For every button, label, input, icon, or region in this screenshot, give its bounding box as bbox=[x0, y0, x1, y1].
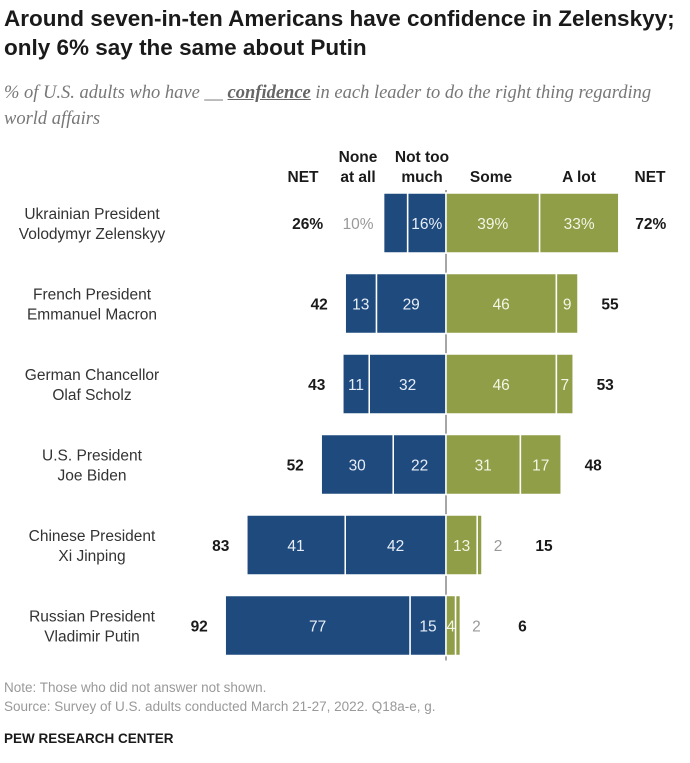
bar-none-at-all bbox=[224, 594, 411, 657]
bar-not-too-much bbox=[392, 433, 447, 496]
net-negative-label: 92 bbox=[191, 619, 208, 636]
bar-label-not-too-much: 29 bbox=[403, 297, 420, 314]
bar-not-too-much bbox=[409, 594, 447, 657]
bar-label-a-lot: 2 bbox=[494, 538, 503, 555]
subtitle-emphasis: confidence bbox=[227, 83, 311, 103]
category-label: Ukrainian President Volodymyr Zelenskyy bbox=[19, 206, 166, 243]
bar-none-at-all bbox=[344, 272, 378, 335]
column-header-5: NET bbox=[635, 169, 667, 186]
net-negative-label: 42 bbox=[311, 297, 328, 314]
bar-label-some: 13 bbox=[453, 538, 470, 555]
category-label: U.S. President Joe Biden bbox=[42, 448, 143, 485]
bar-a-lot bbox=[476, 514, 483, 576]
category-label: Russian President Vladimir Putin bbox=[29, 609, 155, 646]
subtitle-after: in each leader to do the right thing reg… bbox=[4, 83, 652, 129]
bar-label-some: 4 bbox=[446, 619, 455, 636]
bar-a-lot bbox=[538, 192, 620, 254]
bar-some bbox=[445, 514, 478, 576]
column-header-2: Not too much bbox=[395, 149, 449, 186]
net-negative-label: 52 bbox=[287, 458, 304, 475]
column-header-4: A lot bbox=[562, 169, 596, 186]
bar-label-not-too-much: 22 bbox=[411, 458, 428, 475]
brand-logo: PEW RESEARCH CENTER bbox=[4, 731, 174, 746]
column-header-0: NET bbox=[288, 169, 320, 186]
bar-not-too-much bbox=[406, 192, 447, 254]
chart-title: Around seven-in-ten Americans have confi… bbox=[4, 6, 675, 60]
bar-none-at-all bbox=[320, 433, 394, 496]
bar-label-not-too-much: 15 bbox=[419, 619, 436, 636]
chart-notes: Note: Those who did not answer not shown… bbox=[4, 678, 436, 716]
bar-a-lot bbox=[454, 594, 462, 657]
category-label: Chinese President Xi Jinping bbox=[29, 528, 156, 565]
bar-label-a-lot: 33% bbox=[564, 216, 595, 233]
bar-not-too-much bbox=[375, 272, 447, 335]
bar-label-a-lot: 17 bbox=[532, 458, 549, 475]
net-negative-label: 43 bbox=[308, 377, 326, 394]
bar-a-lot bbox=[519, 433, 562, 496]
bar-label-not-too-much: 42 bbox=[387, 538, 404, 555]
category-label: French President Emmanuel Macron bbox=[27, 287, 157, 324]
diverging-bar-chart: NET None at all Not too much Some A lot NET Ukra… bbox=[19, 149, 667, 661]
bar-label-none-at-all: 41 bbox=[287, 538, 304, 555]
bar-label-a-lot: 9 bbox=[563, 297, 572, 314]
bar-a-lot bbox=[555, 353, 574, 415]
note-text: Note: Those who did not answer not shown… bbox=[4, 680, 267, 695]
net-negative-label: 26% bbox=[292, 216, 323, 233]
net-positive-label: 53 bbox=[597, 377, 615, 394]
bar-label-a-lot: 7 bbox=[560, 377, 569, 394]
bar-none-at-all bbox=[342, 353, 370, 415]
column-header-3: Some bbox=[470, 169, 513, 186]
bar-label-none-at-all: 10% bbox=[343, 216, 374, 233]
bar-label-none-at-all: 30 bbox=[349, 458, 367, 475]
column-header-1: None at all bbox=[339, 149, 378, 186]
category-label: German Chancellor Olaf Scholz bbox=[25, 367, 159, 404]
bar-label-some: 39% bbox=[477, 216, 508, 233]
source-text: Source: Survey of U.S. adults conducted … bbox=[4, 699, 436, 714]
bar-label-some: 46 bbox=[493, 377, 510, 394]
bar-label-not-too-much: 32 bbox=[399, 377, 416, 394]
net-negative-label: 83 bbox=[212, 538, 230, 555]
net-positive-label: 72% bbox=[635, 216, 666, 233]
bar-some bbox=[445, 192, 541, 254]
subtitle-before: % of U.S. adults who have __ bbox=[4, 83, 228, 103]
bar-label-a-lot: 2 bbox=[472, 619, 481, 636]
net-positive-label: 55 bbox=[601, 297, 619, 314]
bar-some bbox=[445, 353, 558, 415]
bar-label-none-at-all: 77 bbox=[309, 619, 326, 636]
net-positive-label: 15 bbox=[535, 538, 553, 555]
bar-label-some: 31 bbox=[475, 458, 492, 475]
bar-a-lot bbox=[555, 272, 579, 335]
net-positive-label: 6 bbox=[518, 619, 527, 636]
chart-subtitle: % of U.S. adults who have __ confidence … bbox=[4, 80, 684, 132]
bar-label-some: 46 bbox=[493, 297, 510, 314]
bar-none-at-all bbox=[246, 514, 346, 576]
net-positive-label: 48 bbox=[585, 458, 603, 475]
bar-some bbox=[445, 433, 522, 496]
bar-some bbox=[445, 272, 558, 335]
bar-label-none-at-all: 11 bbox=[348, 377, 364, 394]
bar-label-not-too-much: 16% bbox=[411, 216, 442, 233]
bar-none-at-all bbox=[382, 192, 409, 254]
bar-label-none-at-all: 13 bbox=[352, 297, 369, 314]
